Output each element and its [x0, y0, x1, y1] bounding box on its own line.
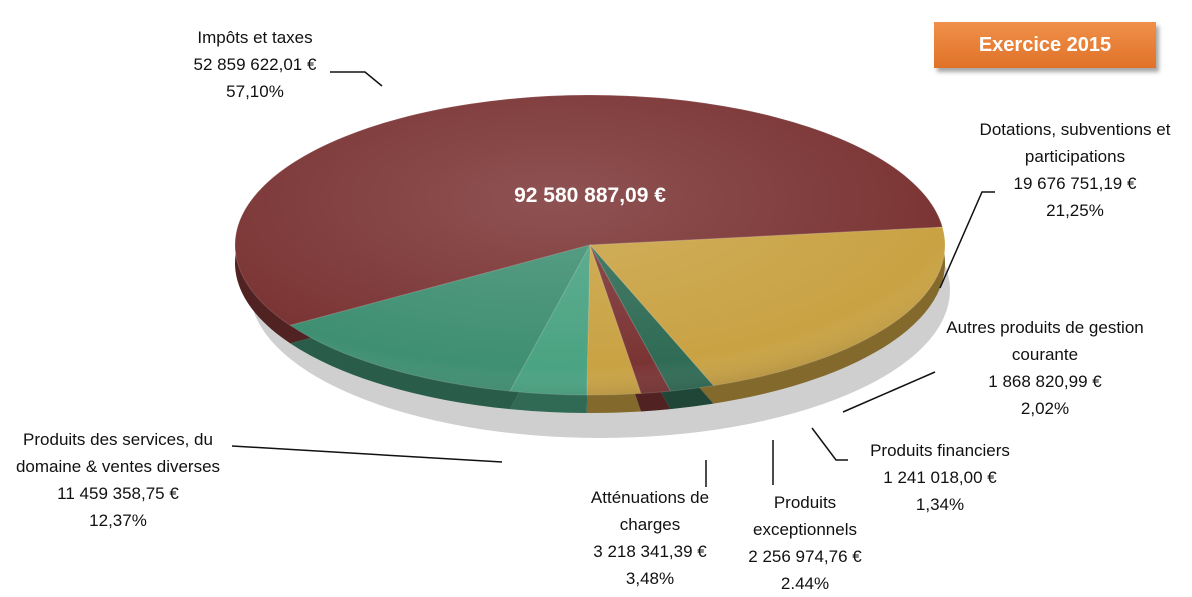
slice-label: Autres produits de gestion courante 1 868…: [945, 314, 1145, 422]
percent-label: 2,02%: [1020, 399, 1070, 418]
leader-line: [811, 427, 848, 461]
category-label: Produits des services, du domaine & vent…: [15, 430, 221, 476]
category-label: Autres produits de gestion courante: [946, 318, 1144, 364]
slice-label: Atténuations de charges 3 218 341,39 € 3,4…: [565, 484, 735, 592]
value-label: 3 218 341,39 €: [593, 542, 707, 561]
value-label: 2 256 974,76 €: [748, 547, 862, 566]
leader-lines: [231, 71, 995, 487]
slice-label: Impôts et taxes 52 859 622,01 € 57,10%: [150, 24, 360, 105]
percent-label: 12,37%: [89, 511, 147, 530]
title-box: Exercice 2015: [934, 22, 1156, 68]
slice-label: Produits exceptionnels 2 256 974,76 € 2.44…: [735, 489, 875, 597]
value-label: 1 241 018,00 €: [883, 468, 997, 487]
slice-label: Dotations, subventions et participations…: [955, 116, 1192, 224]
leader-line: [330, 71, 383, 87]
category-label: Produits financiers: [870, 441, 1010, 460]
percent-label: 2.44%: [780, 574, 830, 593]
leader-line: [939, 191, 995, 289]
leader-line: [842, 371, 936, 413]
percent-label: 57,10%: [226, 82, 284, 101]
leader-line: [231, 445, 503, 463]
category-label: Impôts et taxes: [197, 28, 313, 47]
slice-label: Produits des services, du domaine & vent…: [0, 426, 238, 534]
category-label: Dotations, subventions et participations: [979, 120, 1171, 166]
total-label: 92 580 887,09 €: [514, 184, 666, 207]
category-label: Atténuations de charges: [590, 488, 710, 534]
slice-label: Produits financiers 1 241 018,00 € 1,34%: [830, 437, 1050, 518]
value-label: 19 676 751,19 €: [1013, 174, 1137, 193]
percent-label: 1,34%: [915, 495, 965, 514]
percent-label: 3,48%: [625, 569, 675, 588]
value-label: 1 868 820,99 €: [988, 372, 1102, 391]
percent-label: 21,25%: [1046, 201, 1104, 220]
category-label: Produits exceptionnels: [753, 493, 857, 539]
value-label: 52 859 622,01 €: [193, 55, 317, 74]
value-label: 11 459 358,75 €: [57, 484, 179, 503]
